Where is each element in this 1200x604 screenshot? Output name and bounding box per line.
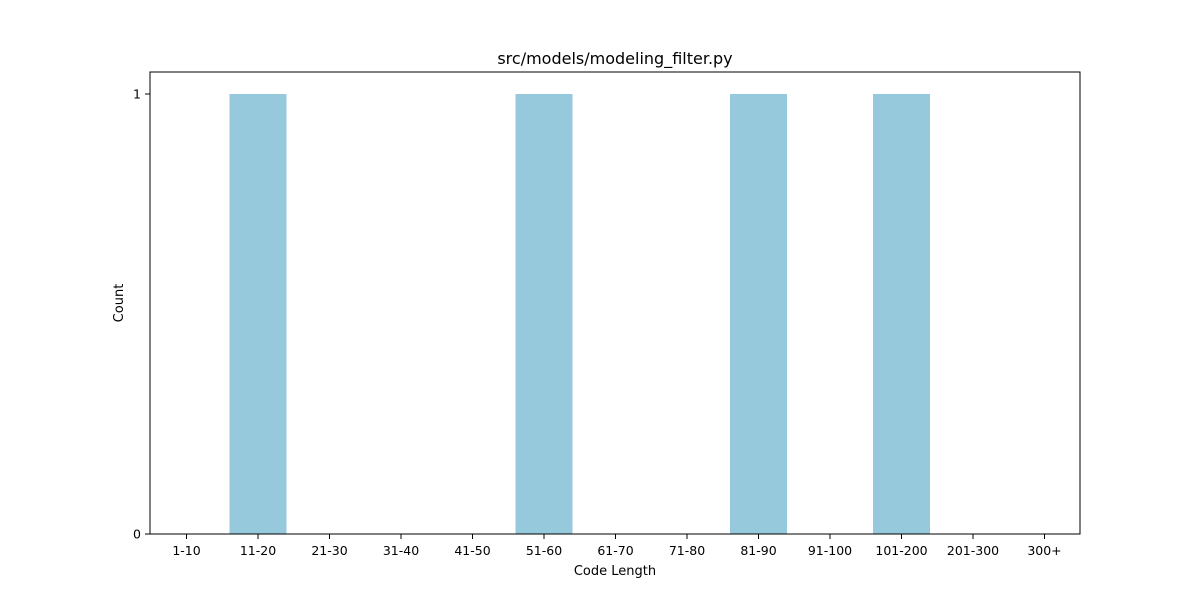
x-tick-label: 61-70 bbox=[597, 543, 633, 558]
x-tick-label: 300+ bbox=[1027, 543, 1061, 558]
x-tick-label: 71-80 bbox=[669, 543, 705, 558]
bar-101-200 bbox=[873, 94, 930, 534]
x-tick-label: 1-10 bbox=[172, 543, 200, 558]
x-ticks-layer: 1-10 11-20 21-30 31-40 41-50 51-60 61-70 71-80 8… bbox=[172, 534, 1062, 558]
y-ticks-layer: 01 bbox=[133, 87, 150, 542]
y-tick-label: 1 bbox=[133, 87, 141, 102]
y-axis-label: Count bbox=[112, 284, 127, 323]
bar-11-20 bbox=[229, 94, 287, 534]
bar-51-60 bbox=[515, 94, 573, 534]
x-tick-label: 31-40 bbox=[383, 543, 419, 558]
x-tick-label: 91-100 bbox=[808, 543, 852, 558]
chart-title: src/models/modeling_filter.py bbox=[497, 49, 732, 69]
x-tick-label: 201-300 bbox=[947, 543, 999, 558]
x-tick-label: 101-200 bbox=[875, 543, 927, 558]
x-tick-label: 11-20 bbox=[240, 543, 276, 558]
x-tick-label: 81-90 bbox=[740, 543, 776, 558]
bar-81-90 bbox=[730, 94, 787, 534]
x-axis-label: Code Length bbox=[574, 564, 656, 579]
x-tick-label: 41-50 bbox=[454, 543, 490, 558]
x-tick-label: 51-60 bbox=[526, 543, 562, 558]
y-tick-label: 0 bbox=[133, 527, 141, 542]
bars-layer bbox=[229, 94, 930, 534]
x-tick-label: 21-30 bbox=[311, 543, 347, 558]
